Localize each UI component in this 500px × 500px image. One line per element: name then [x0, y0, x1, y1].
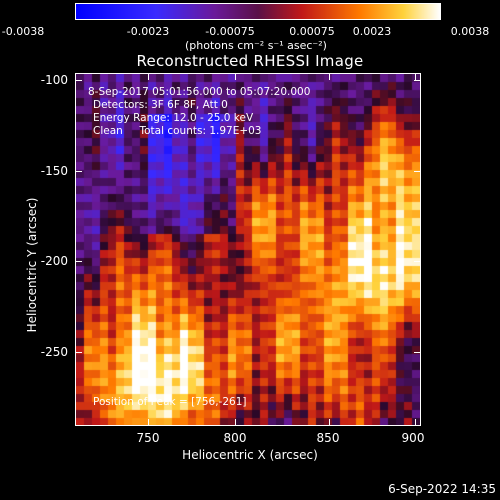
x-tick [148, 419, 149, 425]
plot-title: Reconstructed RHESSI Image [136, 52, 364, 70]
x-tick [235, 419, 236, 425]
y-tick [414, 352, 420, 353]
x-axis-title: Heliocentric X (arcsec) [182, 448, 318, 462]
y-tick [76, 171, 82, 172]
x-tick [235, 74, 236, 80]
image-plot-area: 8-Sep-2017 05:01:56.000 to 05:07:20.000 … [75, 73, 421, 426]
x-tick [415, 74, 416, 80]
colorbar-tick-label: -0.00075 [205, 25, 255, 38]
y-tick-label: -150 [40, 164, 68, 178]
x-tick-label: 750 [136, 431, 160, 445]
colorbar-tick-label: -0.0023 [126, 25, 170, 38]
peak-position-text: Position of Peak = [756,-261] [93, 396, 247, 408]
y-tick [76, 352, 82, 353]
y-tick [414, 171, 420, 172]
y-axis-title: Heliocentric Y (arcsec) [25, 197, 39, 333]
x-tick-label: 800 [223, 431, 247, 445]
y-tick-label: -250 [40, 345, 68, 359]
heatmap-image [76, 74, 420, 425]
y-tick [76, 80, 82, 81]
x-tick [148, 74, 149, 80]
colorbar-tick-label: 0.00075 [289, 25, 335, 38]
detectors-text: Detectors: 3F 6F 8F, Att 0 [93, 99, 228, 111]
colorbar-tick-label: -0.0038 [1, 25, 45, 38]
colorbar-tick-label: 0.0038 [450, 25, 490, 38]
energy-range-text: Energy Range: 12.0 - 25.0 keV [93, 112, 254, 124]
timestamp-footer: 6-Sep-2022 14:35 [388, 482, 496, 496]
y-tick [414, 261, 420, 262]
x-tick-label: 850 [316, 431, 340, 445]
x-tick [415, 419, 416, 425]
colorbar-tick-label: 0.0023 [352, 25, 392, 38]
time-range-text: 8-Sep-2017 05:01:56.000 to 05:07:20.000 [88, 86, 311, 98]
x-tick [329, 74, 330, 80]
colorbar-unit-label: (photons cm⁻² s⁻¹ asec⁻²) [185, 39, 327, 52]
y-tick-label: -200 [40, 254, 68, 268]
y-tick [414, 80, 420, 81]
y-tick [76, 261, 82, 262]
x-tick [329, 419, 330, 425]
x-tick-label: 900 [401, 431, 425, 445]
y-tick-label: -100 [40, 73, 68, 87]
clean-counts-text: Clean Total counts: 1.97E+03 [93, 125, 262, 137]
colorbar [75, 3, 441, 20]
